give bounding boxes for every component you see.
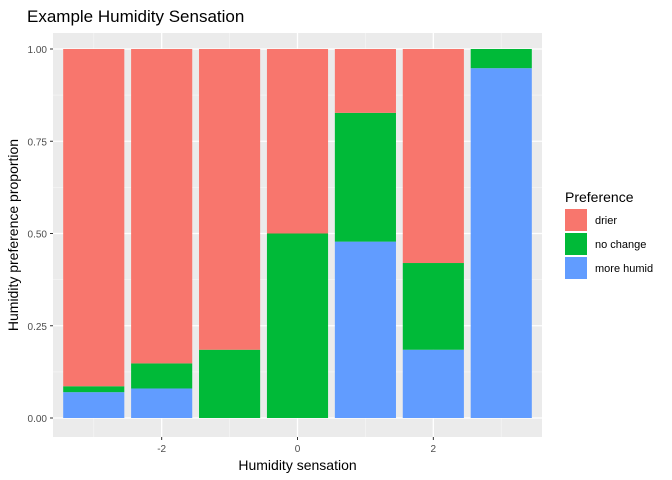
legend-key-more-humid xyxy=(565,257,587,279)
bar-segment-drier xyxy=(266,49,329,234)
y-tick-label: 1.00 xyxy=(28,45,48,56)
bar-segment-drier xyxy=(131,49,193,364)
legend: Preference drier no change more humid xyxy=(565,189,653,279)
y-tick-label: 0.75 xyxy=(28,137,48,148)
bar-segment-drier xyxy=(334,49,396,113)
bar-segment-more-humid xyxy=(402,349,464,418)
bar-segment-drier xyxy=(63,49,125,387)
axes: 0.00 0.25 0.50 0.75 1.00 -2 0 2 xyxy=(28,45,437,455)
y-tick-label: 0.25 xyxy=(28,322,48,333)
chart-title: Example Humidity Sensation xyxy=(27,7,244,26)
bar-segment-more-humid xyxy=(63,392,125,418)
legend-label: no change xyxy=(595,239,646,251)
x-tick-label: 2 xyxy=(431,444,437,455)
bar-segment-drier xyxy=(402,49,464,264)
legend-title: Preference xyxy=(565,189,634,205)
x-tick-label: 0 xyxy=(295,444,301,455)
bar-segment-more-humid xyxy=(470,68,532,419)
x-tick-label: -2 xyxy=(157,444,166,455)
bar-segment-no-change xyxy=(334,112,396,242)
bar-segment-more-humid xyxy=(131,388,193,418)
y-axis-label: Humidity preference proportion xyxy=(5,139,21,331)
bar-segment-no-change xyxy=(199,349,261,418)
legend-label: more humid xyxy=(595,263,653,275)
bar-segment-no-change xyxy=(402,263,464,350)
bar-segment-no-change xyxy=(131,363,193,389)
x-axis-label: Humidity sensation xyxy=(238,457,356,473)
bar-segment-no-change xyxy=(470,49,532,69)
bars xyxy=(63,49,532,419)
y-tick-label: 0.50 xyxy=(28,230,48,241)
bar-segment-no-change xyxy=(266,233,329,418)
legend-key-drier xyxy=(565,209,587,231)
bar-segment-more-humid xyxy=(334,241,396,418)
bar-segment-drier xyxy=(199,49,261,350)
y-tick-label: 0.00 xyxy=(28,414,48,425)
legend-key-no-change xyxy=(565,233,587,255)
legend-label: drier xyxy=(595,215,617,227)
bar-segment-no-change xyxy=(63,386,125,393)
